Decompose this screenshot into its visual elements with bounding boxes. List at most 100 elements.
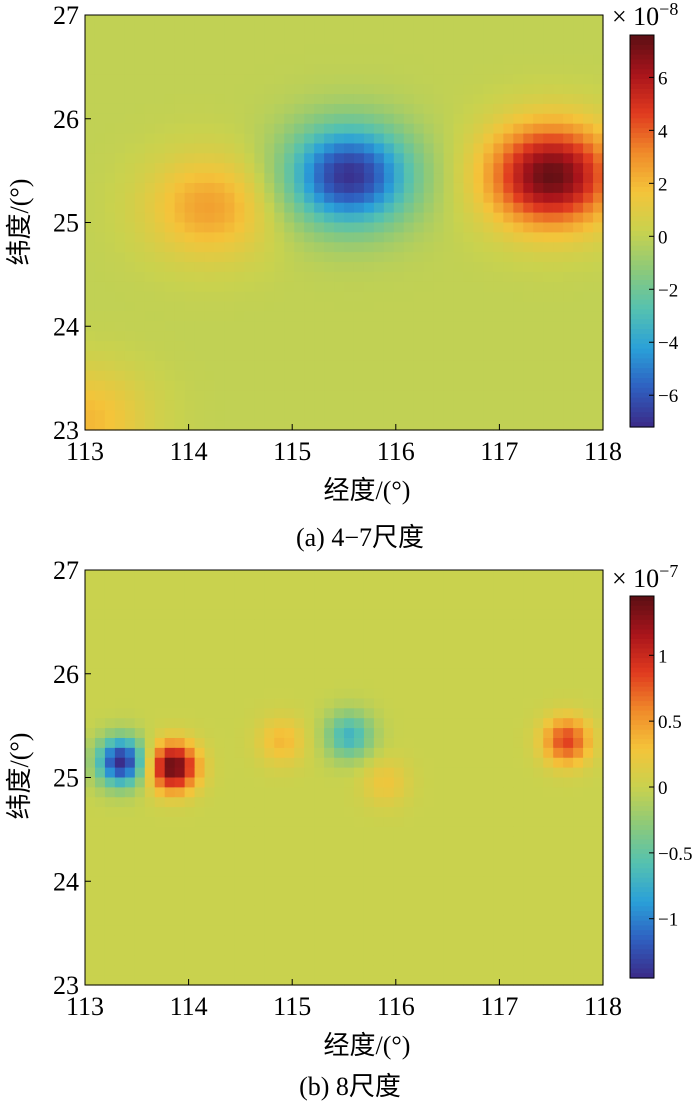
heatmap-cell [234, 360, 245, 372]
heatmap-cell [503, 153, 514, 164]
heatmap-cell [403, 242, 415, 253]
colorbar-segment [630, 944, 654, 950]
colorbar-segment [630, 963, 654, 970]
heatmap-cell [433, 639, 445, 650]
heatmap-cell [483, 64, 495, 75]
heatmap-cell [214, 668, 226, 680]
heatmap-cell [403, 925, 415, 937]
heatmap-cell [433, 390, 445, 401]
heatmap-cell [154, 182, 166, 194]
heatmap-cell [284, 619, 295, 630]
heatmap-cell [324, 15, 335, 26]
heatmap-cell [234, 767, 245, 779]
heatmap-cell [383, 570, 395, 581]
heatmap-cell [533, 915, 544, 927]
heatmap-cell [363, 350, 375, 362]
heatmap-cell [513, 856, 524, 868]
heatmap-cell [563, 252, 574, 263]
heatmap-cell [124, 400, 136, 411]
heatmap-cell [254, 15, 265, 26]
heatmap-cell [334, 252, 345, 263]
heatmap-cell [473, 846, 485, 858]
colorbar-segment [630, 333, 654, 340]
heatmap-cell [85, 708, 96, 719]
heatmap-cell [443, 747, 455, 759]
heatmap-cell [383, 15, 395, 26]
heatmap-cell [353, 767, 365, 779]
heatmap-cell [513, 965, 524, 976]
heatmap-cell [563, 321, 574, 332]
heatmap-cell [194, 925, 206, 937]
heatmap-cell [234, 182, 245, 194]
heatmap-cell [503, 896, 514, 907]
heatmap-cell [523, 54, 534, 65]
colorbar-exponent-b: × 10−7 [612, 561, 678, 593]
heatmap-cell [174, 688, 186, 700]
heatmap-cell [443, 975, 455, 986]
heatmap-cell [85, 737, 96, 749]
heatmap-cell [463, 668, 475, 680]
heatmap-cell [144, 182, 156, 194]
heatmap-cell [204, 182, 216, 194]
heatmap-cell [493, 609, 504, 620]
heatmap-cell [194, 153, 206, 164]
heatmap-cell [553, 271, 564, 283]
heatmap-cell [204, 925, 216, 937]
heatmap-cell [194, 410, 206, 421]
heatmap-cell [174, 341, 186, 352]
heatmap-cell [463, 708, 475, 719]
heatmap-cell [363, 925, 375, 937]
heatmap-cell [234, 133, 245, 145]
heatmap-cell [284, 400, 295, 411]
heatmap-cell [573, 182, 584, 194]
heatmap-cell [493, 143, 504, 154]
heatmap-cell [443, 817, 455, 828]
heatmap-cell [94, 331, 106, 342]
heatmap-cell [433, 291, 445, 303]
heatmap-cell [214, 619, 226, 630]
heatmap-cell [314, 876, 325, 887]
heatmap-cell [244, 192, 255, 204]
heatmap-cell [204, 609, 216, 620]
heatmap-cell [473, 370, 485, 382]
heatmap-cell [453, 945, 465, 956]
heatmap-cell [373, 817, 385, 828]
heatmap-cell [304, 856, 315, 868]
heatmap-cell [483, 668, 495, 680]
heatmap-cell [513, 807, 524, 818]
heatmap-cell [493, 103, 504, 115]
heatmap-cell [174, 262, 186, 273]
colorbar-exponent-a: × 10−8 [612, 0, 678, 31]
heatmap-cell [114, 212, 126, 224]
heatmap-cell [144, 163, 156, 174]
heatmap-cell [463, 182, 475, 194]
heatmap-cell [124, 44, 136, 56]
heatmap-cell [144, 826, 156, 838]
heatmap-cell [224, 291, 236, 303]
heatmap-cell [583, 945, 594, 956]
heatmap-cell [324, 678, 335, 690]
heatmap-cell [344, 886, 355, 897]
heatmap-cell [114, 331, 126, 342]
heatmap-cell [433, 905, 445, 917]
heatmap-cell [453, 103, 465, 115]
heatmap-cell [583, 965, 594, 976]
heatmap-cell [543, 133, 554, 145]
heatmap-cell [104, 173, 116, 184]
heatmap-cell [483, 846, 495, 858]
heatmap-cell [523, 311, 534, 322]
heatmap-cell [154, 252, 166, 263]
heatmap-cell [543, 341, 554, 352]
heatmap-cell [204, 807, 216, 818]
heatmap-cell [553, 281, 564, 293]
heatmap-cell [363, 380, 375, 392]
heatmap-cell [114, 410, 126, 421]
colorbar-segment [630, 677, 654, 683]
heatmap-cell [463, 301, 475, 313]
heatmap-cell [353, 777, 365, 788]
heatmap-cell [224, 579, 236, 591]
heatmap-cell [344, 350, 355, 362]
heatmap-cell [114, 390, 126, 401]
heatmap-cell [463, 767, 475, 779]
heatmap-cell [94, 380, 106, 392]
